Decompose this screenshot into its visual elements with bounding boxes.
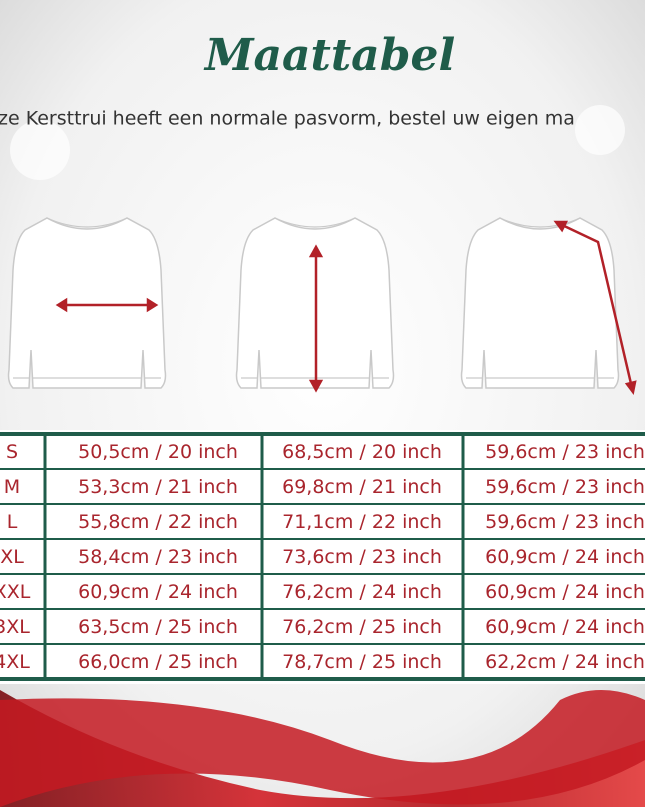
table-cell: 76,2cm / 24 inch — [282, 581, 442, 603]
table-cell: 59,6cm / 23 inch — [485, 476, 645, 498]
table-cell: 50,5cm / 20 inch — [78, 441, 238, 463]
table-cell: 55,8cm / 22 inch — [78, 511, 238, 533]
ribbon — [0, 690, 645, 807]
table-cell: L — [7, 511, 18, 533]
sweater-width — [7, 217, 167, 389]
table-cell: 71,1cm / 22 inch — [282, 511, 442, 533]
table-cell: 60,9cm / 24 inch — [485, 581, 645, 603]
measure-arrows — [55, 220, 637, 395]
table-cell: 4XL — [0, 651, 30, 673]
table-cell: 59,6cm / 23 inch — [485, 511, 645, 533]
table-cell: M — [4, 476, 20, 498]
table-cell: 58,4cm / 23 inch — [78, 546, 238, 568]
table-cell: XL — [0, 546, 24, 568]
table-bg — [0, 430, 645, 684]
table-cell: S — [6, 441, 18, 463]
table-cell: 60,9cm / 24 inch — [485, 546, 645, 568]
table-cell: 62,2cm / 24 inch — [485, 651, 645, 673]
table-cell: 69,8cm / 21 inch — [282, 476, 442, 498]
title: Maattabel — [203, 30, 455, 81]
table-cell: 76,2cm / 25 inch — [282, 616, 442, 638]
table-cell: XXL — [0, 581, 31, 603]
subtitle: ze Kersttrui heeft een normale pasvorm, … — [0, 108, 575, 130]
ribbon — [0, 690, 645, 807]
table-cell: 60,9cm / 24 inch — [78, 581, 238, 603]
table-cell: 60,9cm / 24 inch — [485, 616, 645, 638]
table-cell: 53,3cm / 21 inch — [78, 476, 238, 498]
sweater-sleeve — [460, 217, 620, 389]
table-cell: 3XL — [0, 616, 30, 638]
table-cell: 59,6cm / 23 inch — [485, 441, 645, 463]
table-cell: 63,5cm / 25 inch — [78, 616, 238, 638]
bokeh — [575, 105, 625, 155]
table: S 50,5cm / 20 inch 68,5cm / 20 inch 59,6cm … — [0, 432, 645, 681]
table-cell: 68,5cm / 20 inch — [282, 441, 442, 463]
table-cell: 73,6cm / 23 inch — [282, 546, 442, 568]
bokeh — [10, 120, 70, 180]
table-cell: 78,7cm / 25 inch — [282, 651, 442, 673]
table-cell: 66,0cm / 25 inch — [78, 651, 238, 673]
